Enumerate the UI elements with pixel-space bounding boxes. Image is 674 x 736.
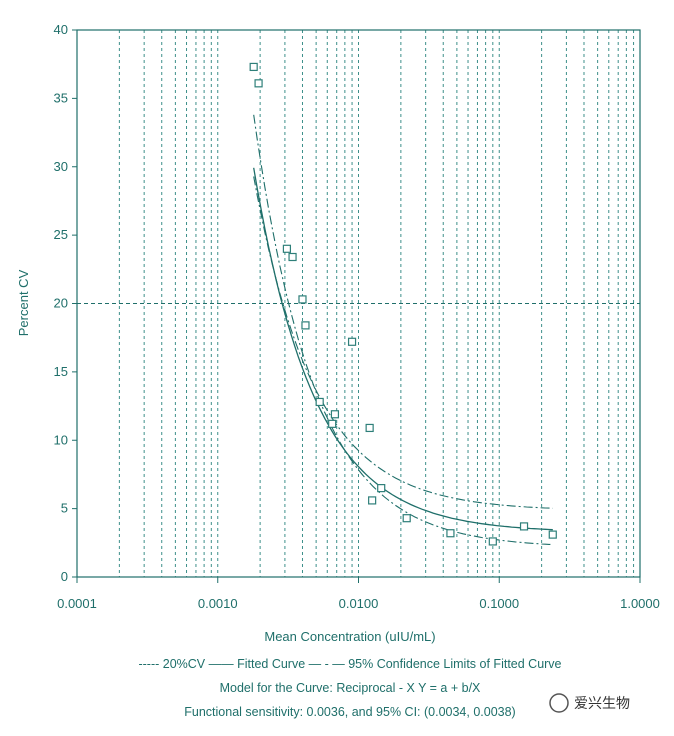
y-tick-label: 20 xyxy=(54,296,68,311)
y-tick-label: 30 xyxy=(54,159,68,174)
data-point xyxy=(402,514,411,523)
y-tick-label: 35 xyxy=(54,90,68,105)
data-points xyxy=(249,62,557,546)
data-point xyxy=(548,530,557,539)
data-point xyxy=(254,79,263,88)
x-tick-label: 0.0100 xyxy=(339,596,379,611)
y-tick-label: 40 xyxy=(54,22,68,37)
model-text: Model for the Curve: Reciprocal - X Y = … xyxy=(220,681,481,695)
watermark-logo-icon xyxy=(549,693,569,713)
data-point xyxy=(377,484,386,493)
data-point xyxy=(488,537,497,546)
legend-text: ----- 20%CV —— Fitted Curve — - — 95% Co… xyxy=(138,657,561,671)
y-axis-ticks: 0 5 10 15 20 25 30 35 40 xyxy=(54,22,77,584)
data-point xyxy=(446,529,455,538)
data-point xyxy=(368,496,377,505)
data-point xyxy=(301,321,310,330)
y-tick-label: 15 xyxy=(54,364,68,379)
x-axis-title: Mean Concentration (uIU/mL) xyxy=(264,629,435,644)
x-tick-label: 0.0001 xyxy=(57,596,97,611)
data-point xyxy=(298,295,307,304)
x-tick-label: 0.1000 xyxy=(479,596,519,611)
data-point xyxy=(315,397,324,407)
data-point xyxy=(328,419,337,428)
confidence-upper-curve xyxy=(253,114,553,546)
x-axis-ticks: 0.0001 0.0010 0.0100 0.1000 1.0000 xyxy=(57,577,660,611)
grid-lines xyxy=(118,30,635,577)
y-axis-title: Percent CV xyxy=(16,269,31,336)
data-point xyxy=(347,337,357,346)
x-tick-label: 1.0000 xyxy=(620,596,660,611)
data-point xyxy=(249,62,258,72)
watermark-text: 爱兴生物 xyxy=(574,696,630,712)
y-tick-label: 10 xyxy=(54,432,68,447)
data-point xyxy=(330,410,340,419)
y-tick-label: 5 xyxy=(61,501,68,516)
data-point xyxy=(519,522,529,531)
data-point xyxy=(365,423,374,433)
x-tick-label: 0.0010 xyxy=(198,596,238,611)
y-tick-label: 25 xyxy=(54,227,68,242)
curves xyxy=(253,114,553,546)
data-point xyxy=(282,244,292,253)
data-point xyxy=(288,252,297,262)
confidence-lower-curve xyxy=(253,176,553,509)
sensitivity-text: Functional sensitivity: 0.0036, and 95% … xyxy=(184,705,515,719)
watermark: 爱兴生物 xyxy=(549,693,630,713)
fitted-curve xyxy=(253,167,553,531)
y-tick-label: 0 xyxy=(61,569,68,584)
